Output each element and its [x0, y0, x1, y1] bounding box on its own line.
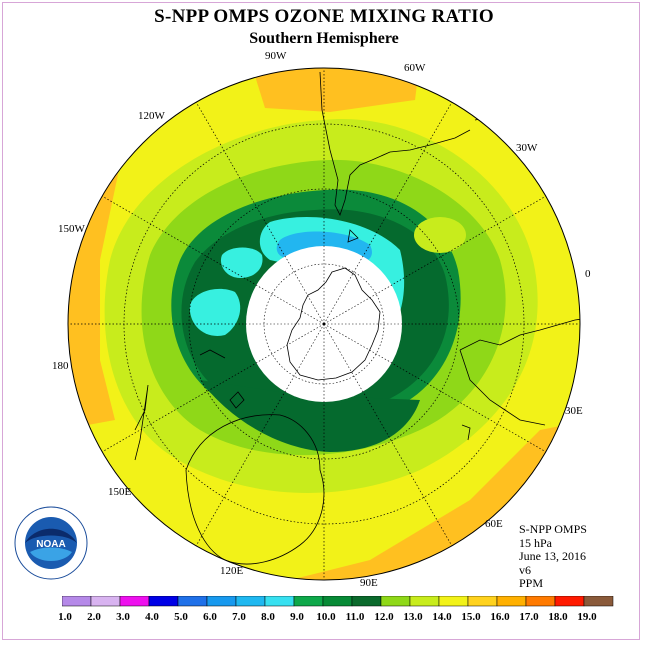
colorbar-swatch	[148, 596, 179, 607]
noaa-logo: NOAA	[14, 506, 88, 580]
colorbar-tick-label: 8.0	[261, 611, 275, 623]
colorbar-tick-label: 3.0	[116, 611, 130, 623]
colorbar-swatch	[293, 596, 324, 607]
colorbar-swatch	[90, 596, 121, 607]
colorbar-swatch	[322, 596, 353, 607]
colorbar-swatch	[351, 596, 382, 607]
info-date: June 13, 2016	[519, 549, 586, 563]
colorbar-tick-label: 11.0	[345, 611, 365, 623]
colorbar-swatch	[62, 596, 92, 607]
colorbar-tick-label: 7.0	[232, 611, 246, 623]
logo-text: NOAA	[36, 539, 65, 550]
lon-label-150e: 150E	[108, 486, 132, 498]
lon-label-90w: 90W	[265, 50, 287, 62]
colorbar-tick-label: 18.0	[548, 611, 568, 623]
ozone-dark-green-south	[200, 380, 420, 452]
ozone-lime-island	[414, 217, 466, 253]
colorbar-tick-label: 12.0	[374, 611, 394, 623]
colorbar-tick-label: 15.0	[461, 611, 481, 623]
colorbar-swatch	[554, 596, 585, 607]
colorbar-swatch	[409, 596, 440, 607]
colorbar-tick-label: 19.0	[577, 611, 597, 623]
ozone-cyan-west	[189, 288, 241, 336]
info-instrument: S-NPP OMPS	[519, 522, 587, 536]
info-units: PPM	[519, 576, 544, 590]
colorbar-tick-label: 9.0	[290, 611, 304, 623]
colorbar-tick-label: 10.0	[316, 611, 336, 623]
info-level: 15 hPa	[519, 535, 552, 550]
map-title: S-NPP OMPS OZONE MIXING RATIO	[154, 6, 494, 27]
colorbar-swatch	[380, 596, 411, 607]
lon-label-0: 0	[585, 268, 591, 280]
lon-label-60w: 60W	[404, 62, 426, 74]
colorbar-swatch	[525, 596, 556, 607]
lon-label-60e: 60E	[485, 518, 503, 530]
figure-frame	[2, 2, 640, 640]
colorbar-tick-label: 13.0	[403, 611, 423, 623]
lon-label-30e: 30E	[565, 405, 583, 417]
meridian-lines	[68, 68, 580, 580]
colorbar	[62, 596, 614, 607]
antarctica-outline	[286, 267, 381, 381]
colorbar-tick-label: 5.0	[174, 611, 188, 623]
info-version: v6	[519, 562, 531, 577]
colorbar-swatch	[264, 596, 295, 607]
colorbar-tick-label: 1.0	[58, 611, 72, 623]
colorbar-swatch	[496, 596, 527, 607]
colorbar-tick-label: 17.0	[519, 611, 539, 623]
map-subtitle: Southern Hemisphere	[249, 30, 399, 47]
ozone-cyan-nw	[220, 247, 263, 278]
lon-label-180: 180	[52, 360, 69, 372]
lon-label-30w: 30W	[516, 142, 538, 154]
lon-label-90e: 90E	[360, 577, 378, 589]
colorbar-swatch	[177, 596, 208, 607]
colorbar-tick-label: 16.0	[490, 611, 510, 623]
colorbar-swatch	[438, 596, 469, 607]
colorbar-tick-label: 4.0	[145, 611, 159, 623]
lon-label-120e: 120E	[220, 565, 244, 577]
colorbar-tick-label: 6.0	[203, 611, 217, 623]
colorbar-swatch	[583, 596, 614, 607]
colorbar-swatch	[119, 596, 150, 607]
info-block: S-NPP OMPS 15 hPa June 13, 2016 v6 PPM	[519, 522, 587, 591]
colorbar-tick-label: 14.0	[432, 611, 452, 623]
lon-label-120w: 120W	[138, 110, 165, 122]
lon-label-150w: 150W	[58, 223, 85, 235]
map-border	[67, 67, 581, 581]
colorbar-swatch	[235, 596, 266, 607]
colorbar-swatch	[467, 596, 498, 607]
colorbar-swatch	[206, 596, 237, 607]
colorbar-tick-label: 2.0	[87, 611, 101, 623]
